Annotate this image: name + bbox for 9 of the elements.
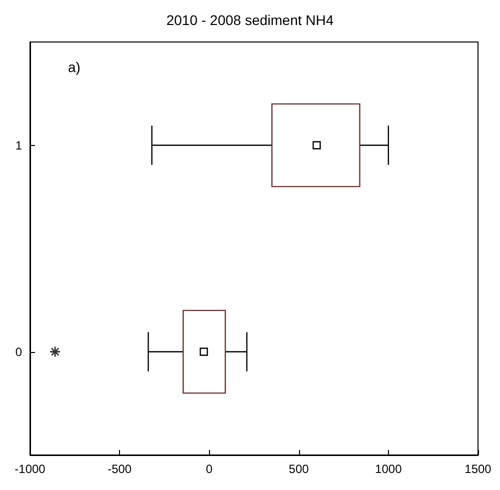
x-tick-label: 1500 [464,462,492,476]
chart-title: 2010 - 2008 sediment NH4 [166,12,334,28]
x-tick-label: 500 [288,462,310,476]
y-tick-label: 1 [15,138,22,152]
x-tick-label: -500 [108,462,132,476]
x-tick-label: 0 [206,462,213,476]
annotation: a) [68,59,80,75]
x-tick-label: 1000 [375,462,402,476]
x-tick-label: -1000 [14,462,46,476]
